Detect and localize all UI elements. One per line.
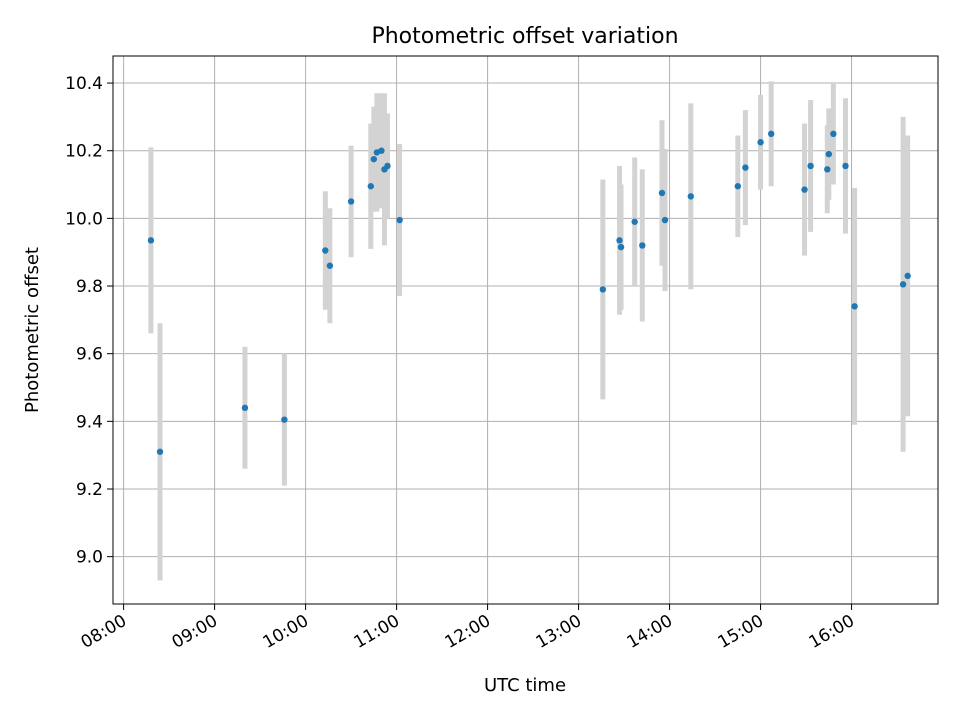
data-point bbox=[367, 183, 375, 190]
data-point bbox=[825, 150, 833, 158]
data-point bbox=[396, 216, 403, 224]
data-point bbox=[807, 162, 814, 170]
data-point bbox=[378, 147, 385, 154]
data-point bbox=[734, 183, 742, 190]
data-point bbox=[801, 186, 808, 193]
data-point bbox=[658, 189, 666, 197]
data-point bbox=[757, 139, 764, 146]
y-tick-label: 9.2 bbox=[76, 480, 103, 500]
data-point bbox=[617, 243, 625, 251]
data-point bbox=[156, 448, 164, 455]
y-axis-label: Photometric offset bbox=[22, 247, 43, 413]
data-point bbox=[147, 237, 155, 244]
y-tick-label: 9.0 bbox=[76, 548, 103, 568]
data-point bbox=[347, 198, 355, 205]
y-tick-label: 10.4 bbox=[65, 74, 103, 94]
data-point bbox=[241, 404, 249, 412]
data-point bbox=[384, 162, 391, 170]
data-point bbox=[842, 162, 849, 170]
data-point bbox=[742, 164, 749, 171]
data-point bbox=[899, 281, 907, 288]
data-point bbox=[687, 193, 695, 200]
y-tick-label: 9.8 bbox=[76, 277, 103, 297]
data-point bbox=[616, 237, 623, 244]
plot-frame bbox=[112, 55, 939, 605]
data-point bbox=[824, 166, 831, 173]
y-tick-label: 10.2 bbox=[65, 142, 103, 162]
x-axis-label: UTC time bbox=[484, 675, 566, 696]
data-point bbox=[370, 155, 378, 163]
y-tick-label: 9.6 bbox=[76, 345, 103, 365]
data-points bbox=[147, 130, 911, 455]
data-point bbox=[599, 286, 607, 293]
data-point bbox=[830, 130, 837, 138]
y-tick-label: 10.0 bbox=[65, 209, 103, 229]
data-point bbox=[851, 303, 858, 310]
y-tick-label: 9.4 bbox=[76, 412, 103, 432]
data-point bbox=[767, 130, 775, 138]
data-point bbox=[631, 218, 638, 225]
data-point bbox=[904, 272, 911, 280]
chart-title: Photometric offset variation bbox=[371, 24, 678, 49]
grid bbox=[113, 56, 938, 604]
data-point bbox=[639, 242, 646, 249]
data-point bbox=[661, 216, 669, 224]
data-point bbox=[322, 247, 329, 254]
data-point bbox=[281, 416, 288, 423]
data-point bbox=[326, 262, 334, 269]
y-axis-ticks: 9.0 9.2 9.4 9.6 9.8 10.0 10.2 10.4 bbox=[65, 74, 113, 568]
